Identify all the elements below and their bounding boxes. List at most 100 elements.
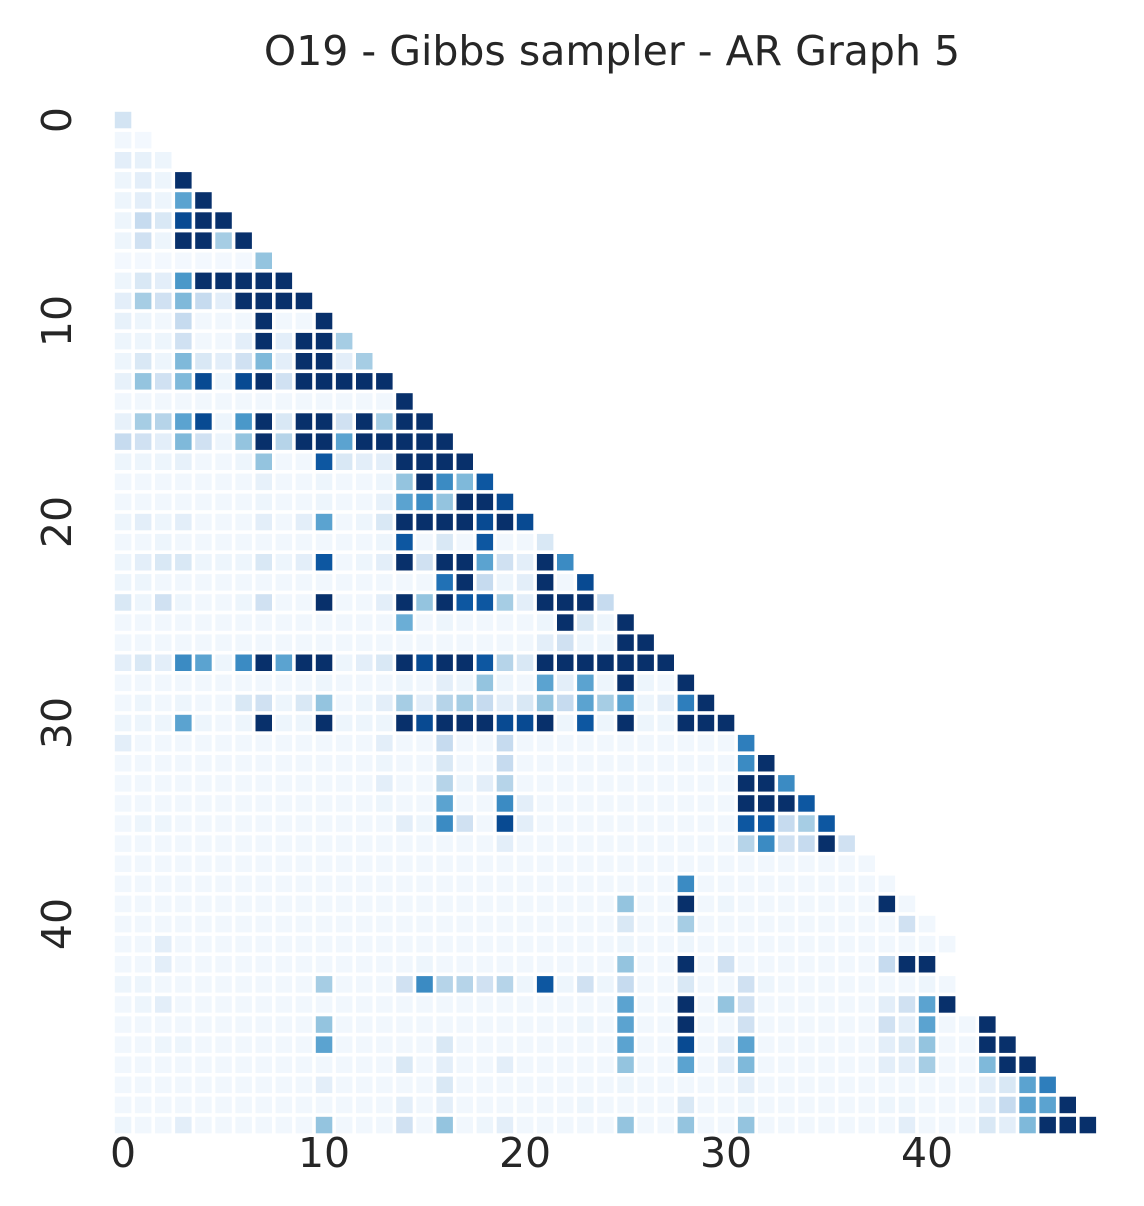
heatmap-cell (376, 433, 393, 450)
heatmap-cell (657, 1076, 674, 1094)
heatmap-cell (597, 815, 614, 832)
heatmap-cell (155, 674, 172, 692)
heatmap-cell (617, 614, 634, 631)
heatmap-cell (1039, 1096, 1056, 1114)
heatmap-cell (215, 1116, 232, 1134)
heatmap-cell (175, 1036, 192, 1053)
heatmap-cell (356, 835, 373, 852)
heatmap-cell (476, 1076, 494, 1094)
heatmap-cell (376, 755, 393, 772)
heatmap-cell (798, 855, 815, 872)
heatmap-cell (818, 875, 835, 893)
heatmap-cell (114, 111, 132, 129)
heatmap-cell (335, 393, 353, 410)
heatmap-cell (496, 835, 514, 852)
heatmap-cell (356, 755, 373, 772)
heatmap-cell (737, 935, 755, 953)
heatmap-cell (155, 574, 172, 591)
heatmap-cell (557, 674, 574, 692)
heatmap-cell (979, 1056, 996, 1073)
heatmap-cell (496, 513, 514, 531)
heatmap-cell (134, 393, 152, 410)
heatmap-cell (275, 915, 293, 933)
heatmap-cell (878, 1016, 896, 1033)
heatmap-cell (557, 554, 574, 571)
heatmap-cell (295, 915, 313, 933)
heatmap-cell (758, 1096, 775, 1114)
heatmap-cell (295, 714, 313, 732)
heatmap-cell (416, 574, 433, 591)
heatmap-cell (416, 634, 433, 651)
heatmap-cell (717, 815, 735, 832)
heatmap-cell (637, 654, 654, 671)
heatmap-cell (134, 152, 152, 169)
heatmap-cell (456, 1096, 473, 1114)
heatmap-cell (255, 493, 272, 511)
heatmap-cell (637, 815, 654, 832)
heatmap-cell (999, 1056, 1016, 1073)
heatmap-cell (295, 694, 313, 712)
heatmap-cell (195, 815, 212, 832)
heatmap-cell (918, 1116, 936, 1134)
heatmap-cell (918, 1036, 936, 1053)
heatmap-cell (536, 734, 554, 752)
heatmap-cell (476, 1056, 494, 1073)
heatmap-cell (516, 996, 534, 1013)
heatmap-cell (1059, 1096, 1076, 1114)
heatmap-cell (818, 1076, 835, 1094)
heatmap-cell (295, 835, 313, 852)
heatmap-cell (898, 956, 916, 973)
heatmap-cell (416, 795, 433, 812)
heatmap-cell (657, 674, 674, 692)
heatmap-cell (758, 915, 775, 933)
heatmap-cell (235, 594, 252, 611)
heatmap-cell (114, 915, 132, 933)
heatmap-cell (195, 895, 212, 913)
heatmap-cell (818, 835, 835, 852)
heatmap-cell (356, 554, 373, 571)
heatmap-cell (476, 976, 494, 993)
heatmap-cell (536, 1116, 554, 1134)
heatmap-cell (175, 373, 192, 390)
heatmap-cell (597, 614, 614, 631)
heatmap-cell (114, 1016, 132, 1033)
heatmap-cell (335, 835, 353, 852)
heatmap-cell (416, 694, 433, 712)
heatmap-cell (295, 795, 313, 812)
heatmap-cell (677, 755, 695, 772)
heatmap-cell (577, 1096, 594, 1114)
heatmap-cell (215, 272, 232, 290)
heatmap-cell (376, 935, 393, 953)
heatmap-cell (335, 795, 353, 812)
heatmap-cell (235, 714, 252, 732)
heatmap-cell (175, 192, 192, 209)
heatmap-cell (315, 734, 333, 752)
heatmap-cell (335, 413, 353, 430)
heatmap-cell (697, 915, 715, 933)
heatmap-cell (938, 996, 956, 1013)
heatmap-cell (557, 634, 574, 651)
heatmap-cell (376, 895, 393, 913)
heatmap-cell (315, 473, 333, 491)
heatmap-cell (737, 875, 755, 893)
heatmap-cell (295, 935, 313, 953)
heatmap-cell (215, 212, 232, 229)
heatmap-cell (275, 473, 293, 491)
heatmap-cell (235, 875, 252, 893)
heatmap-cell (315, 714, 333, 732)
heatmap-cell (295, 513, 313, 531)
heatmap-cell (416, 1096, 433, 1114)
heatmap-cell (476, 835, 494, 852)
heatmap-cell (938, 935, 956, 953)
heatmap-cell (134, 493, 152, 511)
heatmap-cell (496, 554, 514, 571)
heatmap-cell (335, 533, 353, 551)
heatmap-cell (175, 634, 192, 651)
heatmap-cell (456, 614, 473, 631)
heatmap-cell (557, 654, 574, 671)
heatmap-cell (134, 1036, 152, 1053)
heatmap-cell (758, 755, 775, 772)
heatmap-cell (496, 654, 514, 671)
heatmap-cell (516, 734, 534, 752)
y-tick-label: 10 (33, 295, 81, 347)
